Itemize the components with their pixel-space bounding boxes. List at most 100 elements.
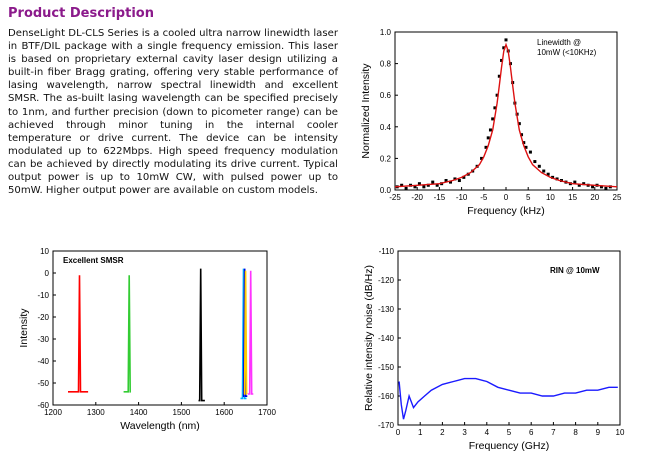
x-tick-label: 5 — [507, 428, 512, 437]
data-point — [555, 177, 559, 181]
x-tick-label: 1700 — [258, 408, 276, 417]
annotation-line-2: 10mW (<10KHz) — [537, 48, 597, 57]
x-tick-label: 5 — [526, 193, 531, 202]
x-tick-label: 1400 — [130, 408, 148, 417]
x-tick-label: 25 — [613, 193, 622, 202]
data-point — [497, 74, 501, 78]
data-point — [488, 128, 492, 132]
x-tick-label: 1 — [418, 428, 423, 437]
y-tick-label: 10 — [40, 247, 49, 256]
data-point — [604, 186, 608, 190]
y-tick-label: -20 — [37, 313, 49, 322]
x-tick-label: 20 — [590, 193, 599, 202]
data-point — [551, 175, 555, 179]
data-point — [431, 180, 435, 184]
data-point — [533, 160, 537, 164]
x-tick-label: 7 — [551, 428, 556, 437]
y-tick-label: 1.0 — [380, 28, 392, 37]
spectrum-line — [123, 275, 131, 393]
data-point — [462, 175, 466, 179]
x-tick-label: 0 — [504, 193, 509, 202]
data-point — [413, 185, 417, 189]
data-point — [491, 117, 495, 121]
y-axis-label: Intensity — [18, 308, 30, 348]
fit-curve — [394, 42, 618, 188]
spectrum-line — [68, 275, 89, 393]
y-tick-label: -160 — [378, 392, 395, 401]
data-point — [417, 182, 421, 186]
x-tick-label: 1600 — [215, 408, 233, 417]
y-tick-label: -30 — [37, 335, 49, 344]
x-tick-label: 1500 — [173, 408, 191, 417]
annotation-label: Excellent SMSR — [63, 256, 124, 265]
data-point — [582, 182, 586, 186]
annotation-line-1: Linewidth @ — [537, 38, 581, 47]
rin-line — [398, 377, 618, 420]
y-tick-label: 0 — [45, 269, 50, 278]
y-tick-label: 0.6 — [380, 91, 392, 100]
x-tick-label: 10 — [546, 193, 555, 202]
data-point — [480, 156, 484, 160]
data-point — [591, 185, 595, 189]
data-point — [435, 183, 439, 187]
y-tick-label: -120 — [378, 276, 395, 285]
linewidth-chart: -25 -20 -15 -10 -5 0 5 10 15 20 25 0.0 0.2 0.4 0.6 0.8 1… — [360, 28, 622, 217]
x-tick-label: 15 — [568, 193, 577, 202]
y-tick-label: -150 — [378, 363, 395, 372]
data-point — [495, 93, 499, 97]
data-point — [502, 46, 506, 50]
y-tick-label: -170 — [378, 421, 395, 430]
y-axis-label: Normalized Intensity — [360, 63, 372, 159]
y-tick-label: -10 — [37, 291, 49, 300]
y-tick-label: -110 — [379, 247, 395, 256]
product-description-heading: Product Description — [8, 6, 154, 21]
y-axis-label: Relative intensity noise (dB/Hz) — [363, 265, 375, 411]
x-tick-label: -20 — [411, 193, 423, 202]
y-tick-label: 0.0 — [380, 186, 392, 195]
data-point — [504, 38, 508, 42]
y-tick-label: -50 — [37, 379, 49, 388]
data-point — [542, 169, 546, 173]
data-point — [457, 179, 461, 183]
x-tick-label: 4 — [485, 428, 490, 437]
data-point — [422, 185, 426, 189]
x-tick-label: -25 — [389, 193, 401, 202]
data-point — [400, 183, 404, 187]
data-point — [453, 177, 457, 181]
product-description-text: DenseLight DL-CLS Series is a cooled ult… — [8, 28, 338, 197]
plot-frame — [397, 250, 621, 426]
data-point — [520, 133, 524, 137]
data-point — [522, 141, 526, 145]
y-tick-label: 0.8 — [380, 60, 392, 69]
data-point — [500, 58, 504, 62]
data-point — [484, 145, 488, 149]
x-tick-label: -10 — [456, 193, 468, 202]
plot-frame — [52, 250, 268, 406]
data-point — [444, 179, 448, 183]
spectrum-line — [247, 270, 254, 395]
annotation-label: RIN @ 10mW — [550, 266, 600, 275]
data-point — [546, 172, 550, 176]
y-tick-label: -130 — [378, 305, 395, 314]
y-tick-label: 0.2 — [380, 154, 392, 163]
y-tick-label: -140 — [378, 334, 395, 343]
x-tick-label: 0 — [396, 428, 401, 437]
x-axis-label: Frequency (kHz) — [467, 205, 545, 217]
y-tick-label: 0.4 — [380, 123, 392, 132]
data-point — [486, 136, 490, 140]
x-tick-label: 10 — [616, 428, 625, 437]
x-tick-label: 3 — [462, 428, 467, 437]
x-tick-label: -15 — [434, 193, 446, 202]
smsr-chart: 1200 1300 1400 1500 1600 1700 10 0 -10 -20 -30 -40 -… — [18, 247, 276, 432]
spectrum-line — [243, 270, 248, 395]
data-point — [577, 183, 581, 187]
x-tick-label: -5 — [480, 193, 488, 202]
plot-frame — [394, 31, 618, 191]
y-tick-label: -60 — [37, 401, 49, 410]
data-point — [528, 150, 532, 154]
spectrum-line — [242, 268, 248, 397]
data-point — [404, 186, 408, 190]
x-tick-label: 8 — [573, 428, 578, 437]
spectrum-line — [198, 268, 205, 402]
data-point — [599, 185, 603, 189]
